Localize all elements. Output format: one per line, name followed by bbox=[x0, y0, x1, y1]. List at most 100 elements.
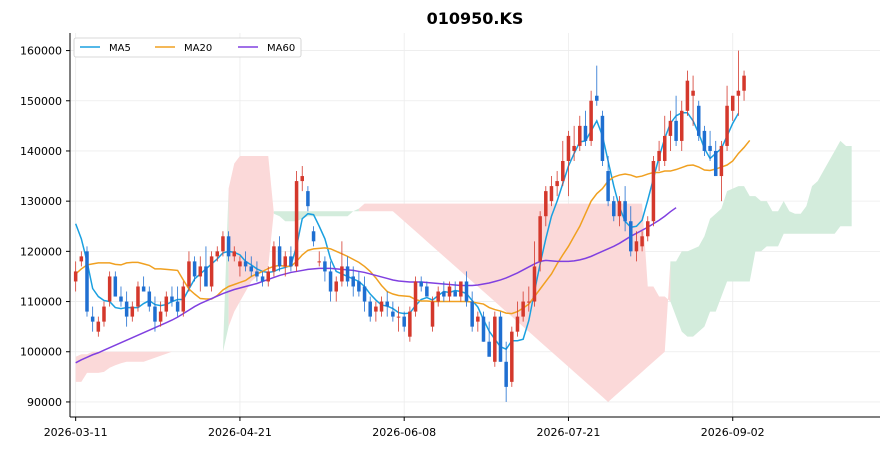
candle bbox=[425, 281, 429, 297]
candle bbox=[107, 271, 112, 307]
candle-body bbox=[736, 90, 741, 96]
candle bbox=[260, 271, 265, 287]
candle bbox=[702, 125, 707, 156]
candle-body bbox=[272, 246, 276, 272]
candle bbox=[447, 281, 452, 302]
candle bbox=[102, 301, 106, 327]
candle bbox=[340, 241, 344, 287]
candle-body bbox=[277, 246, 282, 267]
series-line-ma20 bbox=[75, 139, 751, 315]
candle-body bbox=[538, 216, 542, 262]
candle-body bbox=[300, 176, 304, 182]
candle bbox=[368, 296, 372, 322]
y-tick-label: 140000 bbox=[20, 145, 62, 158]
candle-body bbox=[136, 286, 140, 307]
candle bbox=[374, 301, 378, 322]
candle-body bbox=[379, 301, 384, 312]
candle bbox=[255, 261, 259, 282]
candle-body bbox=[555, 181, 559, 187]
candle bbox=[453, 281, 457, 297]
candle-body bbox=[662, 135, 667, 161]
candle bbox=[306, 186, 310, 212]
candle-body bbox=[90, 316, 95, 322]
candle bbox=[391, 301, 395, 322]
candle bbox=[221, 231, 225, 257]
candle bbox=[662, 115, 667, 167]
candle-body bbox=[527, 301, 531, 303]
candle-body bbox=[419, 281, 423, 287]
candle-body bbox=[606, 171, 610, 202]
candle bbox=[481, 311, 486, 342]
candle bbox=[170, 286, 174, 307]
candle-body bbox=[362, 286, 367, 302]
candle bbox=[85, 246, 89, 317]
candle-body bbox=[102, 306, 106, 322]
y-tick-label: 100000 bbox=[20, 346, 62, 359]
candle-body bbox=[742, 75, 746, 91]
candle-body bbox=[566, 135, 571, 161]
candle-body bbox=[226, 236, 231, 257]
cloud-bullish-area bbox=[670, 140, 852, 337]
candle bbox=[164, 291, 169, 317]
candle-body bbox=[107, 276, 112, 302]
candle bbox=[685, 70, 690, 116]
candle bbox=[493, 311, 497, 367]
candle-body bbox=[187, 261, 191, 287]
candle-body bbox=[657, 150, 661, 161]
candle bbox=[476, 311, 480, 332]
candle bbox=[736, 50, 741, 116]
candle-body bbox=[430, 301, 435, 327]
candle-body bbox=[549, 186, 554, 202]
candle-body bbox=[464, 281, 469, 302]
candle-body bbox=[374, 306, 378, 312]
legend-label-ma5: MA5 bbox=[109, 43, 131, 54]
candle bbox=[294, 171, 299, 272]
candle bbox=[130, 301, 135, 322]
legend: MA5 MA20 MA60 bbox=[73, 37, 302, 58]
candle-body bbox=[685, 80, 690, 111]
candle-body bbox=[391, 311, 395, 317]
candle-body bbox=[164, 296, 169, 312]
x-tick-label: 2026-09-02 bbox=[701, 426, 765, 439]
candle-body bbox=[442, 291, 446, 297]
candle-body bbox=[158, 311, 163, 322]
candle bbox=[408, 306, 412, 342]
candle-body bbox=[572, 145, 576, 151]
cloud-bearish-area bbox=[358, 203, 671, 402]
candle bbox=[657, 140, 661, 172]
candle-body bbox=[702, 130, 707, 151]
candle-body bbox=[198, 266, 203, 277]
candle-body bbox=[192, 261, 197, 277]
candle-body bbox=[221, 236, 225, 252]
candle bbox=[742, 70, 746, 101]
candle-body bbox=[646, 221, 650, 237]
candle-body bbox=[691, 90, 695, 96]
candle-body bbox=[595, 95, 599, 101]
candle-body bbox=[328, 271, 333, 292]
candle bbox=[708, 130, 712, 161]
candle-body bbox=[181, 286, 186, 312]
candle-body bbox=[713, 150, 718, 177]
x-tick-label: 2026-06-08 bbox=[372, 426, 436, 439]
candle bbox=[589, 90, 593, 146]
candle bbox=[651, 155, 656, 227]
candle-body bbox=[368, 301, 372, 317]
candle-body bbox=[204, 266, 208, 287]
candle-body bbox=[119, 296, 123, 302]
candle bbox=[328, 261, 333, 302]
candle-body bbox=[215, 251, 220, 257]
candle-body bbox=[289, 256, 293, 267]
candle bbox=[192, 256, 197, 282]
candle bbox=[430, 296, 435, 332]
candle bbox=[175, 286, 180, 317]
candle bbox=[243, 251, 248, 272]
candle bbox=[153, 296, 157, 332]
candle-body bbox=[124, 301, 129, 317]
candle bbox=[583, 110, 588, 146]
candle bbox=[730, 95, 735, 121]
candle-body bbox=[623, 201, 627, 222]
candle-body bbox=[589, 100, 593, 141]
candle-body bbox=[209, 256, 214, 287]
candle bbox=[209, 251, 214, 292]
